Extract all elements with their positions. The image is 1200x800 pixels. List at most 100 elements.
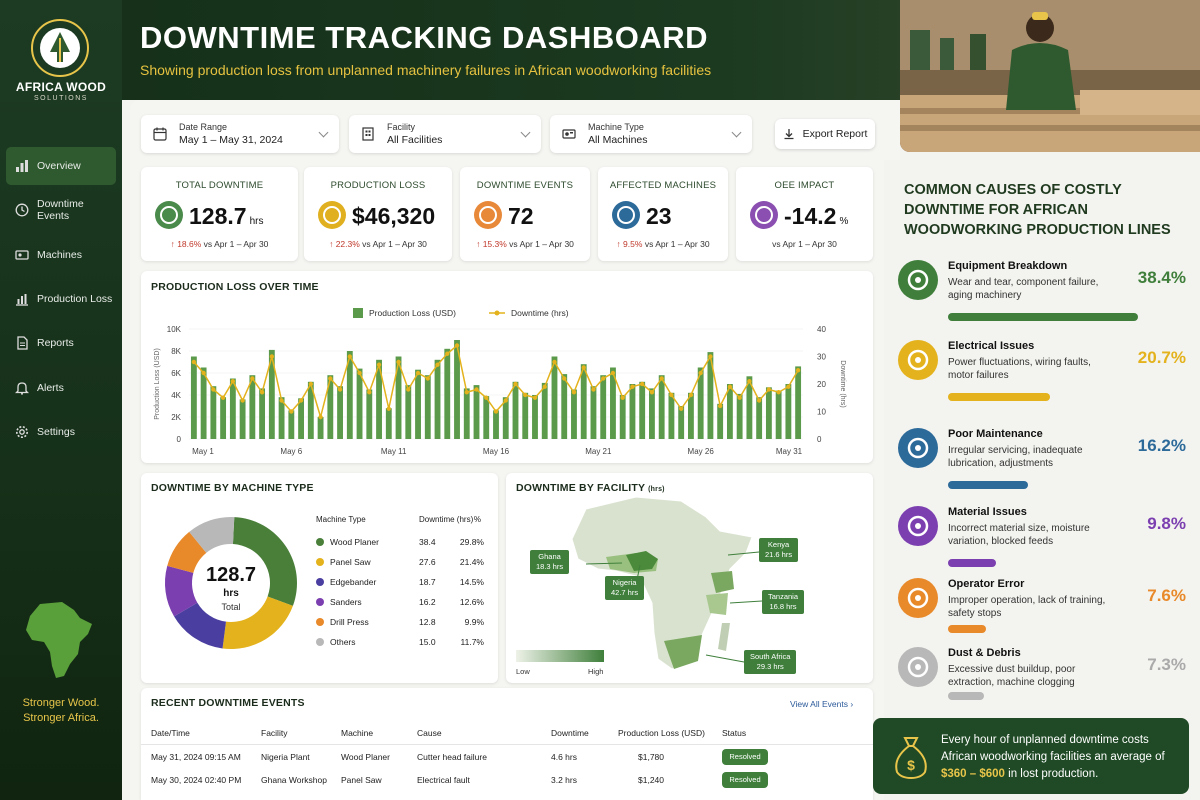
bar	[765, 387, 772, 439]
export-report-button[interactable]: Export Report	[775, 119, 875, 149]
page-title: DOWNTIME TRACKING DASHBOARD	[140, 20, 709, 55]
chevron-down-icon	[318, 127, 329, 138]
downtime-point	[220, 395, 226, 400]
bar	[190, 356, 197, 439]
svg-text:$: $	[907, 757, 915, 773]
legend-hrs: 38.4	[419, 537, 436, 547]
bar	[697, 367, 704, 439]
bar	[288, 410, 295, 439]
banner-line2: African woodworking facilities an averag…	[941, 751, 1165, 763]
cause-equipment-breakdown: Equipment Breakdown Wear and tear, compon…	[898, 260, 1188, 330]
y-axis-label: Production Loss (USD)	[154, 348, 161, 420]
sidebar-item-label: Alerts	[37, 381, 64, 394]
bar	[356, 368, 363, 439]
downtime-point	[678, 406, 684, 411]
y-tick-label: 4K	[171, 391, 181, 400]
downtime-point	[747, 379, 752, 384]
sidebar-item-overview[interactable]: Overview	[6, 147, 116, 185]
downtime-point	[542, 384, 547, 389]
x-tick-label: May 26	[688, 447, 715, 456]
kpi-unit: %	[839, 216, 849, 227]
cause-operator-error: Operator Error Improper operation, lack o…	[898, 578, 1188, 648]
bar	[337, 386, 343, 439]
legend-dot	[316, 618, 324, 626]
kpi-change: ↑ 22.3% vs Apr 1 – Apr 30	[329, 239, 427, 249]
map-label-tanzania: Tanzania 16.8 hrs	[762, 590, 805, 614]
cause-percent: 20.7%	[1137, 348, 1186, 367]
bar	[580, 364, 587, 439]
bar	[327, 375, 334, 439]
legend-pct: 9.9%	[465, 617, 485, 627]
bar	[512, 381, 519, 439]
facility-label: Facility	[387, 122, 416, 132]
kpi-label: PRODUCTION LOSS	[330, 180, 426, 191]
donut-slice	[189, 517, 235, 553]
legend-name: Others	[330, 637, 356, 647]
sidebar-item-downtime-events[interactable]: Downtime Events	[6, 191, 116, 229]
legend-hrs: 15.0	[419, 637, 436, 647]
bar	[561, 374, 568, 439]
downtime-point	[211, 387, 216, 392]
kpi-card-oee-impact: OEE IMPACT -14.2% vs Apr 1 – Apr 30	[736, 167, 873, 261]
cause-name: Dust & Debris	[948, 647, 1021, 659]
legend-downtime: Downtime (hrs)	[511, 308, 569, 318]
legend-swatch-loss	[353, 308, 363, 318]
status-badge: Resolved	[722, 749, 768, 765]
legend-header-machine: Machine Type	[316, 515, 366, 524]
y2-tick-label: 0	[817, 435, 822, 444]
cause-bar	[948, 393, 1051, 401]
building-icon	[362, 127, 374, 141]
cause-poor-maintenance: Poor Maintenance Irregular servicing, ina…	[898, 428, 1188, 498]
bar	[346, 351, 353, 439]
export-report-label: Export Report	[802, 128, 868, 140]
sidebar-item-label: Settings	[37, 425, 75, 438]
sidebar-item-machines[interactable]: Machines	[6, 236, 116, 274]
bar	[668, 392, 675, 439]
production-loss-title: PRODUCTION LOSS OVER TIME	[151, 281, 319, 293]
bar	[736, 393, 743, 439]
machine-type-filter[interactable]: Machine Type All Machines	[550, 115, 752, 153]
downtime-point	[406, 387, 411, 392]
bar	[532, 395, 538, 439]
downtime-point	[337, 387, 343, 392]
sidebar-item-reports[interactable]: Reports	[6, 324, 116, 362]
cost-banner: $ Every hour of unplanned downtime costs…	[873, 718, 1189, 794]
dust-icon	[898, 647, 938, 687]
sidebar-item-label: Reports	[37, 337, 74, 350]
africa-facility-map	[571, 496, 763, 670]
machine-type-value: All Machines	[588, 134, 648, 146]
date-range-filter[interactable]: Date Range May 1 – May 31, 2024	[141, 115, 339, 153]
bar	[317, 417, 324, 439]
table-cell: $1,780	[638, 752, 664, 762]
bar	[493, 410, 499, 439]
facility-value: All Facilities	[387, 134, 443, 146]
downtime-point	[367, 390, 372, 395]
lightning-icon	[898, 340, 938, 380]
downtime-by-facility-card: DOWNTIME BY FACILITY (hrs) Low High Ghan…	[506, 473, 873, 683]
legend-pct: 11.7%	[461, 637, 485, 647]
cause-bar	[948, 692, 985, 700]
facility-filter[interactable]: Facility All Facilities	[349, 115, 541, 153]
kpi-change: ↑ 15.3% vs Apr 1 – Apr 30	[476, 239, 574, 249]
sidebar-item-settings[interactable]: Settings	[6, 413, 116, 451]
sidebar-item-label: Machines	[37, 248, 82, 261]
downtime-by-machine-card: DOWNTIME BY MACHINE TYPE 128.7 hrs Total Ma…	[141, 473, 498, 683]
map-label-south-africa: South Africa 29.3 hrs	[744, 650, 797, 674]
bar	[639, 381, 646, 439]
table-header: Cause	[417, 728, 442, 738]
sidebar-item-alerts[interactable]: Alerts	[6, 369, 116, 407]
table-header: Machine	[341, 728, 374, 738]
worker-icon	[898, 578, 938, 618]
downtime-point	[601, 376, 606, 381]
downtime-point	[396, 359, 401, 365]
bar	[717, 403, 724, 439]
downtime-point	[591, 387, 596, 392]
gauge-icon	[750, 201, 778, 229]
map-label-kenya: Kenya 21.6 hrs	[759, 538, 799, 562]
machine-type-label: Machine Type	[588, 122, 644, 132]
sidebar-item-production-loss[interactable]: Production Loss	[6, 280, 116, 318]
view-all-events-link[interactable]: View All Events ›	[790, 699, 854, 709]
bar	[249, 375, 256, 439]
bell-icon	[15, 381, 29, 395]
kpi-card-total-downtime: TOTAL DOWNTIME 128.7 hrs ↑ 18.6% vs Apr 1 –…	[141, 167, 298, 261]
